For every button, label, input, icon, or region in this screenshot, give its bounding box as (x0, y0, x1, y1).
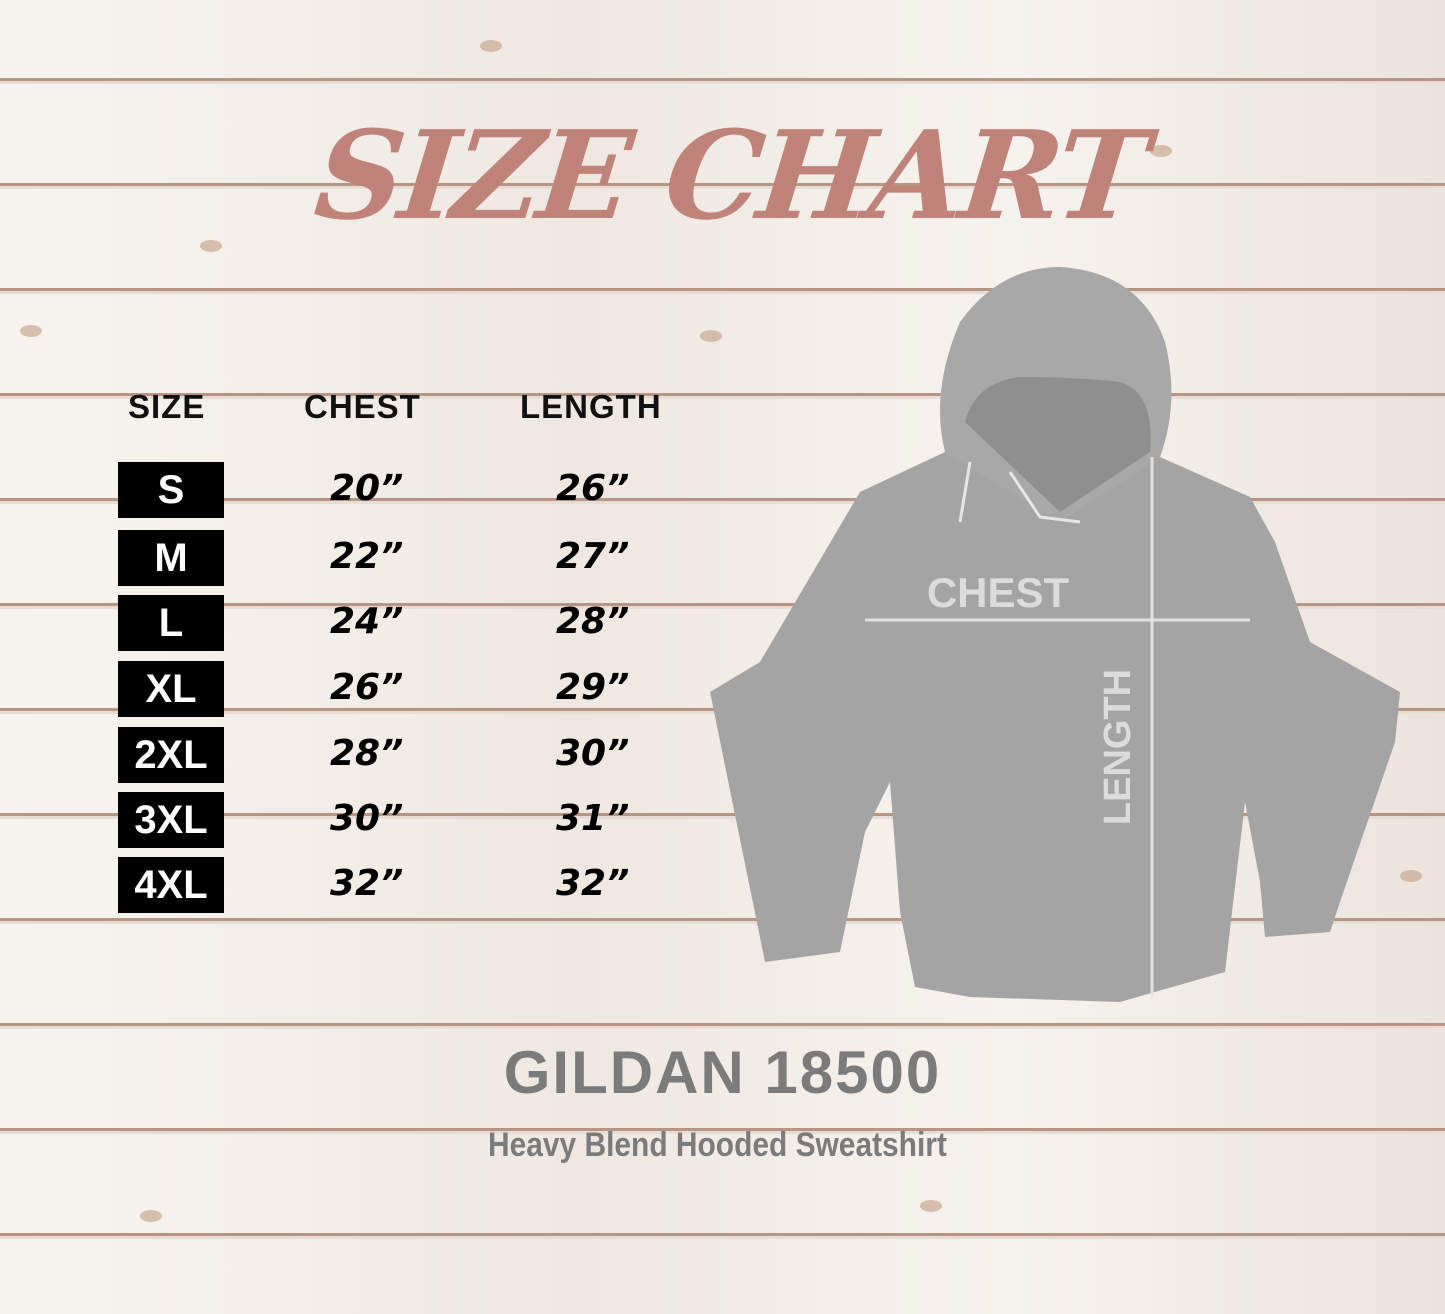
length-value: 32” (556, 863, 630, 904)
size-row: M 22” 27” (118, 530, 718, 586)
size-badge: XL (118, 661, 224, 717)
page-title: SIZE CHART (309, 103, 1151, 247)
size-badge: S (118, 462, 224, 518)
header-chest: CHEST (304, 388, 421, 425)
length-value: 30” (556, 733, 630, 774)
chest-value: 26” (330, 667, 404, 708)
chest-value: 24” (330, 601, 404, 642)
size-row: 3XL 30” 31” (118, 792, 718, 848)
wood-knot (1400, 870, 1422, 882)
hoodie-body (710, 452, 1400, 1002)
drawstring (958, 461, 1081, 524)
length-label: LENGTH (1097, 669, 1139, 825)
length-value: 27” (556, 536, 630, 577)
wood-knot (200, 240, 222, 252)
hood-opening (965, 377, 1151, 512)
wood-knot (920, 1200, 942, 1212)
size-row: XL 26” 29” (118, 661, 718, 717)
length-value: 31” (556, 798, 630, 839)
chest-value: 30” (330, 798, 404, 839)
chest-label: CHEST (927, 569, 1070, 616)
size-badge: 2XL (118, 727, 224, 783)
size-badge: M (118, 530, 224, 586)
chest-value: 28” (330, 733, 404, 774)
header-size: SIZE (128, 388, 206, 425)
wood-knot (20, 325, 42, 337)
size-row: 4XL 32” 32” (118, 857, 718, 913)
length-value: 28” (556, 601, 630, 642)
length-value: 29” (556, 667, 630, 708)
wood-knot (480, 40, 502, 52)
wood-knot (140, 1210, 162, 1222)
chest-value: 20” (330, 468, 404, 509)
brand-model: GILDAN 18500 (0, 1038, 1445, 1107)
size-badge: L (118, 595, 224, 651)
brand-text: GILDAN 18500 (503, 1039, 942, 1106)
chest-value: 32” (330, 863, 404, 904)
wood-knot (700, 330, 722, 342)
hoodie-diagram: CHEST LENGTH (710, 267, 1400, 1002)
product-name: Heavy Blend Hooded Sweatshirt (488, 1126, 947, 1164)
wood-knot (1150, 145, 1172, 157)
size-row: 2XL 28” 30” (118, 727, 718, 783)
size-badge: 3XL (118, 792, 224, 848)
size-badge: 4XL (118, 857, 224, 913)
size-row: S 20” 26” (118, 462, 718, 518)
header-length: LENGTH (520, 388, 662, 425)
size-row: L 24” 28” (118, 595, 718, 651)
chest-value: 22” (330, 536, 404, 577)
length-value: 26” (556, 468, 630, 509)
